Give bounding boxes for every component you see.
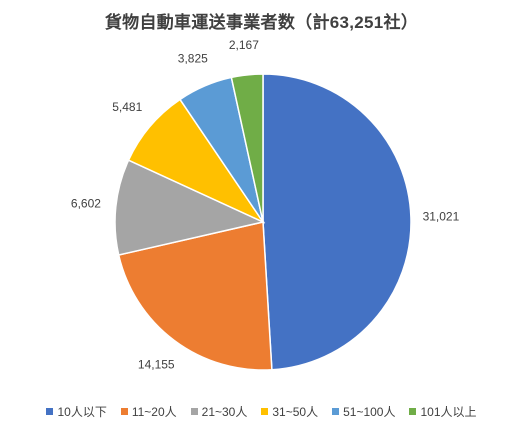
data-label-1: 31,021: [423, 210, 460, 224]
data-label-5: 3,825: [178, 51, 208, 65]
data-label-3: 6,602: [71, 197, 101, 211]
legend-swatch: [409, 408, 417, 415]
chart-title: 貨物自動車運送事業者数（計63,251社）: [104, 13, 419, 32]
legend-item-5: 51~100人: [332, 403, 395, 420]
pie-slice-1: [262, 73, 412, 371]
legend-swatch: [46, 408, 54, 415]
legend-swatch: [332, 408, 340, 415]
pie-slice-3: [114, 159, 266, 256]
legend-item-6: 101人以上: [409, 403, 477, 420]
data-label-2: 14,155: [138, 357, 175, 371]
legend-label: 51~100人: [343, 405, 396, 419]
legend-item-3: 21~30人: [190, 403, 248, 420]
legend-swatch: [190, 408, 198, 415]
legend-label: 101人以上: [420, 405, 477, 419]
legend-label: 31~50人: [272, 405, 319, 419]
legend-item-1: 10人以下: [46, 403, 107, 420]
legend-label: 21~30人: [201, 405, 248, 419]
pie-slice-6: [230, 73, 264, 223]
legend-item-4: 31~50人: [261, 403, 318, 420]
legend-item-2: 11~20人: [120, 403, 177, 420]
legend-label: 10人以下: [57, 405, 107, 419]
data-label-4: 5,481: [112, 100, 142, 114]
legend-swatch: [120, 408, 128, 415]
pie-slice-2: [117, 221, 273, 371]
legend-label: 11~20人: [131, 405, 177, 419]
chart-legend: 10人以下 11~20人 21~30人 31~50人 51~100人 101人以上: [0, 403, 523, 420]
legend-swatch: [261, 408, 269, 415]
data-label-6: 2,167: [229, 38, 259, 52]
